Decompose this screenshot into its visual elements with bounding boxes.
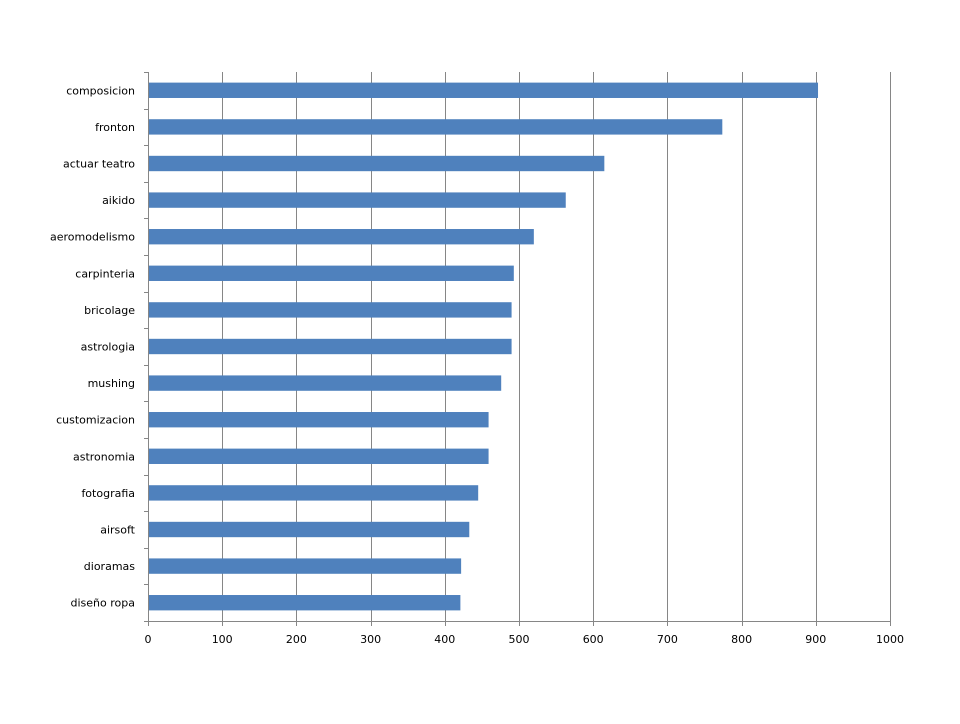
bar-fotografia bbox=[148, 485, 479, 501]
bar-airsoft bbox=[148, 521, 470, 538]
category-label: fotografia bbox=[81, 487, 135, 500]
labels: composicion fronton actuar teatro aikido aer… bbox=[50, 84, 904, 646]
x-tick-label: 800 bbox=[731, 633, 752, 646]
category-label: carpinteria bbox=[75, 267, 135, 280]
category-label: dioramas bbox=[84, 560, 135, 573]
category-label: composicion bbox=[66, 84, 135, 97]
bar-aikido bbox=[148, 192, 566, 208]
bar-actuar-teatro bbox=[148, 155, 605, 172]
category-label: aeromodelismo bbox=[50, 231, 135, 244]
x-tick-label: 700 bbox=[657, 633, 678, 646]
bar-customizacion bbox=[148, 412, 489, 428]
bar-dioramas bbox=[148, 558, 462, 574]
category-label: astrologia bbox=[81, 341, 135, 354]
bar-astrologia bbox=[148, 338, 512, 355]
bar-mushing bbox=[148, 375, 502, 391]
axes bbox=[144, 72, 891, 626]
category-label: astronomia bbox=[73, 450, 135, 463]
category-label: fronton bbox=[95, 121, 135, 134]
bar-bricolage bbox=[148, 302, 512, 318]
bar-astronomia bbox=[148, 448, 489, 464]
x-tick-label: 900 bbox=[805, 633, 826, 646]
category-label: aikido bbox=[102, 194, 135, 207]
category-label: customizacion bbox=[56, 414, 135, 427]
category-label: mushing bbox=[88, 377, 135, 390]
x-tick-label: 0 bbox=[145, 633, 152, 646]
category-label: diseño ropa bbox=[71, 597, 135, 610]
bar-diseño-ropa bbox=[148, 595, 461, 611]
bar-composicion bbox=[148, 82, 819, 98]
bar-fronton bbox=[148, 119, 723, 135]
category-label: bricolage bbox=[84, 304, 135, 317]
x-tick-label: 100 bbox=[212, 633, 233, 646]
category-label: airsoft bbox=[100, 524, 135, 537]
category-label: actuar teatro bbox=[63, 158, 135, 171]
x-tick-label: 1000 bbox=[876, 633, 904, 646]
bar-aeromodelismo bbox=[148, 229, 534, 245]
bars bbox=[148, 82, 819, 611]
x-tick-label: 200 bbox=[286, 633, 307, 646]
x-tick-label: 300 bbox=[360, 633, 381, 646]
x-tick-label: 600 bbox=[583, 633, 604, 646]
x-tick-label: 500 bbox=[509, 633, 530, 646]
bar-carpinteria bbox=[148, 265, 514, 281]
x-tick-label: 400 bbox=[434, 633, 455, 646]
